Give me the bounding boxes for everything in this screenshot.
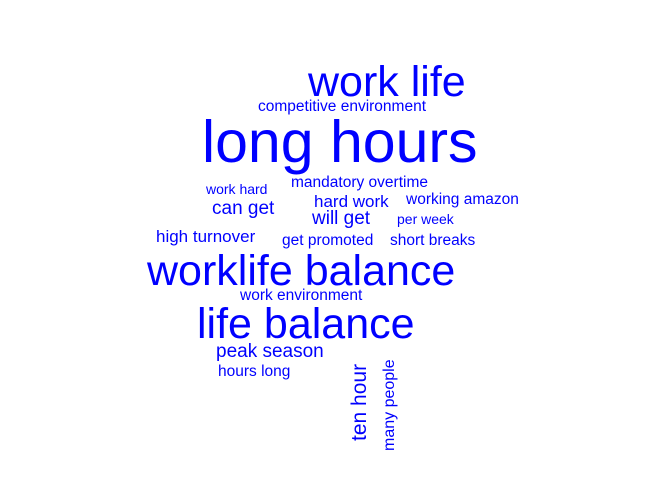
word-hard-work: hard work: [314, 192, 389, 211]
word-work-hard: work hard: [206, 181, 268, 197]
word-get-promoted: get promoted: [282, 232, 374, 249]
word-hours-long: hours long: [218, 363, 291, 380]
word-peak-season: peak season: [216, 341, 324, 362]
word-can-get: can get: [212, 198, 275, 219]
word-mandatory-overtime: mandatory overtime: [291, 174, 428, 191]
word-long-hours: long hours: [202, 109, 478, 175]
word-ten-hour: ten hour: [348, 363, 371, 441]
word-working-amazon: working amazon: [406, 191, 519, 208]
word-short-breaks: short breaks: [390, 232, 476, 249]
word-competitive-environment: competitive environment: [258, 98, 426, 115]
word-will-get: will get: [312, 208, 371, 229]
word-high-turnover: high turnover: [156, 227, 256, 246]
word-worklife-balance: worklife balance: [147, 247, 456, 295]
word-work-environment: work environment: [240, 287, 363, 304]
word-work-life: work life: [308, 58, 466, 106]
word-per-week: per week: [397, 211, 454, 227]
word-many-people: many people: [381, 359, 398, 451]
word-life-balance: life balance: [197, 300, 415, 348]
